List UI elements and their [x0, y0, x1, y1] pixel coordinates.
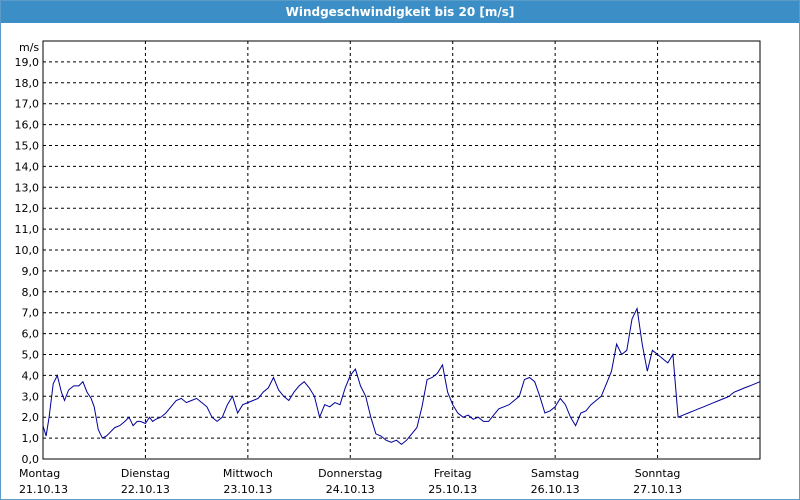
x-tick-date: 26.10.13 — [531, 483, 580, 496]
x-tick-date: 21.10.13 — [19, 483, 68, 496]
x-tick-date: 23.10.13 — [223, 483, 272, 496]
x-tick-day: Dienstag — [121, 467, 170, 480]
wind-speed-series-line — [42, 306, 761, 446]
y-tick-label: 4,0 — [22, 369, 40, 382]
y-tick-label: 12,0 — [15, 202, 40, 215]
y-tick-label: 16,0 — [15, 119, 40, 132]
y-tick-label: 1,0 — [22, 432, 40, 445]
y-tick-label: 3,0 — [22, 390, 40, 403]
x-axis-ticks: Montag 21.10.13 Dienstag 22.10.13 Mittwoch 23… — [19, 467, 682, 496]
y-tick-label: 14,0 — [15, 160, 40, 173]
x-tick-date: 24.10.13 — [326, 483, 375, 496]
x-tick-day: Donnerstag — [318, 467, 382, 480]
y-tick-label: 10,0 — [15, 244, 40, 257]
y-tick-label: 15,0 — [15, 140, 40, 153]
y-tick-label: 19,0 — [15, 56, 40, 69]
y-tick-label: 11,0 — [15, 223, 40, 236]
y-tick-label: 7,0 — [22, 307, 40, 320]
window-title: Windgeschwindigkeit bis 20 [m/s] — [1, 1, 799, 23]
y-tick-label: 17,0 — [15, 98, 40, 111]
y-axis-label: m/s — [19, 41, 39, 54]
y-tick-label: 5,0 — [22, 349, 40, 362]
x-tick-day: Montag — [19, 467, 60, 480]
x-tick-date: 27.10.13 — [633, 483, 682, 496]
x-tick-day: Sonntag — [635, 467, 681, 480]
y-tick-label: 18,0 — [15, 77, 40, 90]
y-tick-label: 6,0 — [22, 328, 40, 341]
x-tick-day: Freitag — [434, 467, 472, 480]
y-tick-label: 0,0 — [22, 453, 40, 466]
grid — [43, 41, 760, 459]
y-tick-label: 13,0 — [15, 181, 40, 194]
y-tick-label: 2,0 — [22, 411, 40, 424]
plot-area — [42, 40, 761, 460]
y-axis-ticks: 0,0 1,0 2,0 3,0 4,0 5,0 6,0 7,0 8,0 9,0 10,0 11,0 12… — [15, 56, 40, 466]
x-tick-date: 25.10.13 — [428, 483, 477, 496]
x-tick-day: Mittwoch — [223, 467, 273, 480]
x-tick-date: 22.10.13 — [121, 483, 170, 496]
y-tick-label: 9,0 — [22, 265, 40, 278]
x-tick-day: Samstag — [531, 467, 579, 480]
y-tick-label: 8,0 — [22, 286, 40, 299]
